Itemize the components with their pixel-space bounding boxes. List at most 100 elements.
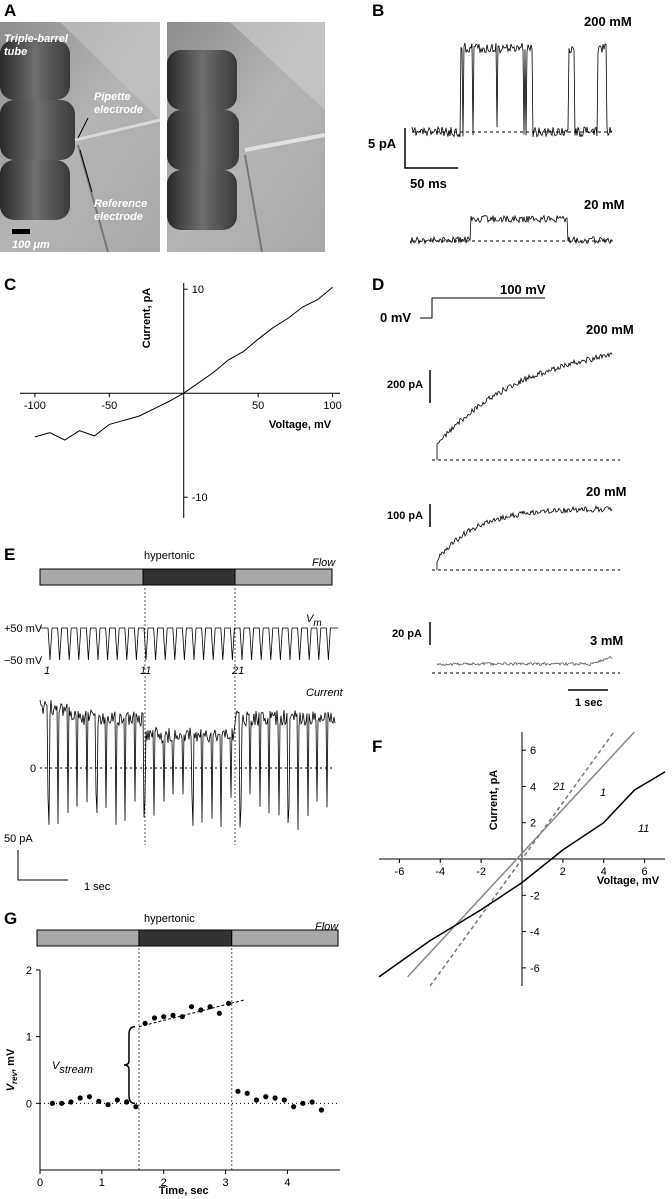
x-tick-label: 4 xyxy=(284,1177,290,1189)
label: Vm xyxy=(306,613,322,629)
label: 100 μm xyxy=(12,239,50,251)
series-label: 21 xyxy=(552,781,565,793)
panel-label: B xyxy=(372,1,384,20)
point xyxy=(49,1100,55,1106)
series-line xyxy=(378,771,666,978)
trace xyxy=(411,42,613,138)
x-tick-label: 50 xyxy=(252,400,264,412)
point xyxy=(59,1100,65,1106)
flow-bar xyxy=(142,568,236,586)
x-tick-label: 0 xyxy=(37,1177,43,1189)
x-tick-label: 6 xyxy=(642,866,648,878)
label: 100 pA xyxy=(387,510,423,522)
series-label: 1 xyxy=(600,787,606,799)
series-line xyxy=(429,731,615,987)
label: 100 mV xyxy=(500,282,546,297)
step xyxy=(420,297,545,319)
point xyxy=(68,1099,74,1105)
label: 20 mM xyxy=(584,197,624,212)
y-axis-label: Current, pA xyxy=(141,288,153,349)
label: 200 pA xyxy=(387,379,423,391)
point xyxy=(244,1090,250,1096)
annotation: stream xyxy=(59,1064,93,1076)
point xyxy=(179,1014,185,1020)
title: hypertonic xyxy=(144,550,195,562)
panel-label: C xyxy=(4,275,16,294)
y-tick-label: 2 xyxy=(26,965,32,977)
point xyxy=(318,1107,325,1113)
point xyxy=(291,1104,297,1110)
label: +50 mV xyxy=(4,623,43,635)
y-tick-label: -10 xyxy=(192,492,208,504)
label: 1 sec xyxy=(575,697,603,709)
point xyxy=(235,1088,241,1094)
label: 20 pA xyxy=(392,628,422,640)
pointer xyxy=(79,149,93,193)
scale-bar xyxy=(17,850,68,881)
x-tick-label: 2 xyxy=(161,1177,167,1189)
series-line xyxy=(407,731,635,978)
y-axis-label: V xyxy=(5,1082,17,1091)
point xyxy=(263,1094,269,1100)
x-tick-label: -100 xyxy=(24,400,46,412)
label: 0 mV xyxy=(380,310,411,325)
x-tick-label: -4 xyxy=(435,866,445,878)
x-tick-label: -50 xyxy=(101,400,117,412)
point xyxy=(105,1102,111,1108)
scale-bar xyxy=(12,229,30,234)
point xyxy=(207,1004,213,1010)
point xyxy=(161,1014,167,1020)
x-tick-label: -2 xyxy=(476,866,486,878)
series-line xyxy=(34,286,333,441)
label: −50 mV xyxy=(4,655,43,667)
label: 50 ms xyxy=(410,176,447,191)
label: 200 mM xyxy=(584,14,632,29)
photo-left xyxy=(0,22,161,253)
y-axis-label: rev xyxy=(10,1071,19,1084)
label: Pipette electrode xyxy=(94,91,143,116)
label: 0 xyxy=(30,763,36,775)
label: 200 mM xyxy=(586,322,634,337)
y-tick-label: -4 xyxy=(530,927,540,939)
annotation: V xyxy=(52,1060,61,1072)
point xyxy=(272,1095,278,1101)
point xyxy=(123,1099,130,1105)
y-axis-label: , mV xyxy=(5,1048,17,1072)
y-tick-label: 1 xyxy=(26,1032,32,1044)
point xyxy=(226,1000,232,1006)
label: Current xyxy=(306,687,344,699)
x-tick-label: 100 xyxy=(323,400,341,412)
y-axis-label: Current, pA xyxy=(488,770,500,831)
point xyxy=(133,1104,139,1110)
panel-label: A xyxy=(4,1,16,20)
flow-bar xyxy=(36,929,140,947)
y-tick-label: 0 xyxy=(26,1098,32,1110)
flow-bar xyxy=(138,929,233,947)
label: 1 xyxy=(44,665,50,677)
trace xyxy=(436,655,613,667)
x-axis-label: Voltage, mV xyxy=(269,419,332,431)
y-tick-label: 4 xyxy=(530,781,536,793)
label: 1 sec xyxy=(84,881,111,893)
label: Triple-barrel tube xyxy=(4,33,69,58)
title: hypertonic xyxy=(144,913,195,925)
flow-bar xyxy=(234,568,333,586)
point xyxy=(77,1095,83,1101)
pointer xyxy=(77,117,89,139)
point xyxy=(86,1094,93,1100)
x-tick-label: 2 xyxy=(560,866,566,878)
y-tick-label: 10 xyxy=(192,284,204,296)
trace xyxy=(409,214,613,245)
x-axis-label: Voltage, mV xyxy=(597,875,660,887)
photo-right xyxy=(167,22,326,253)
point xyxy=(216,1010,222,1016)
label: 21 xyxy=(231,665,244,677)
label: 3 mM xyxy=(590,633,623,648)
label: 20 mM xyxy=(586,484,626,499)
trace xyxy=(436,352,613,460)
label: 50 pA xyxy=(4,833,33,845)
flow-bar xyxy=(231,929,339,947)
panel-label: D xyxy=(372,275,384,294)
point xyxy=(300,1100,306,1106)
y-tick-label: -2 xyxy=(530,890,540,902)
